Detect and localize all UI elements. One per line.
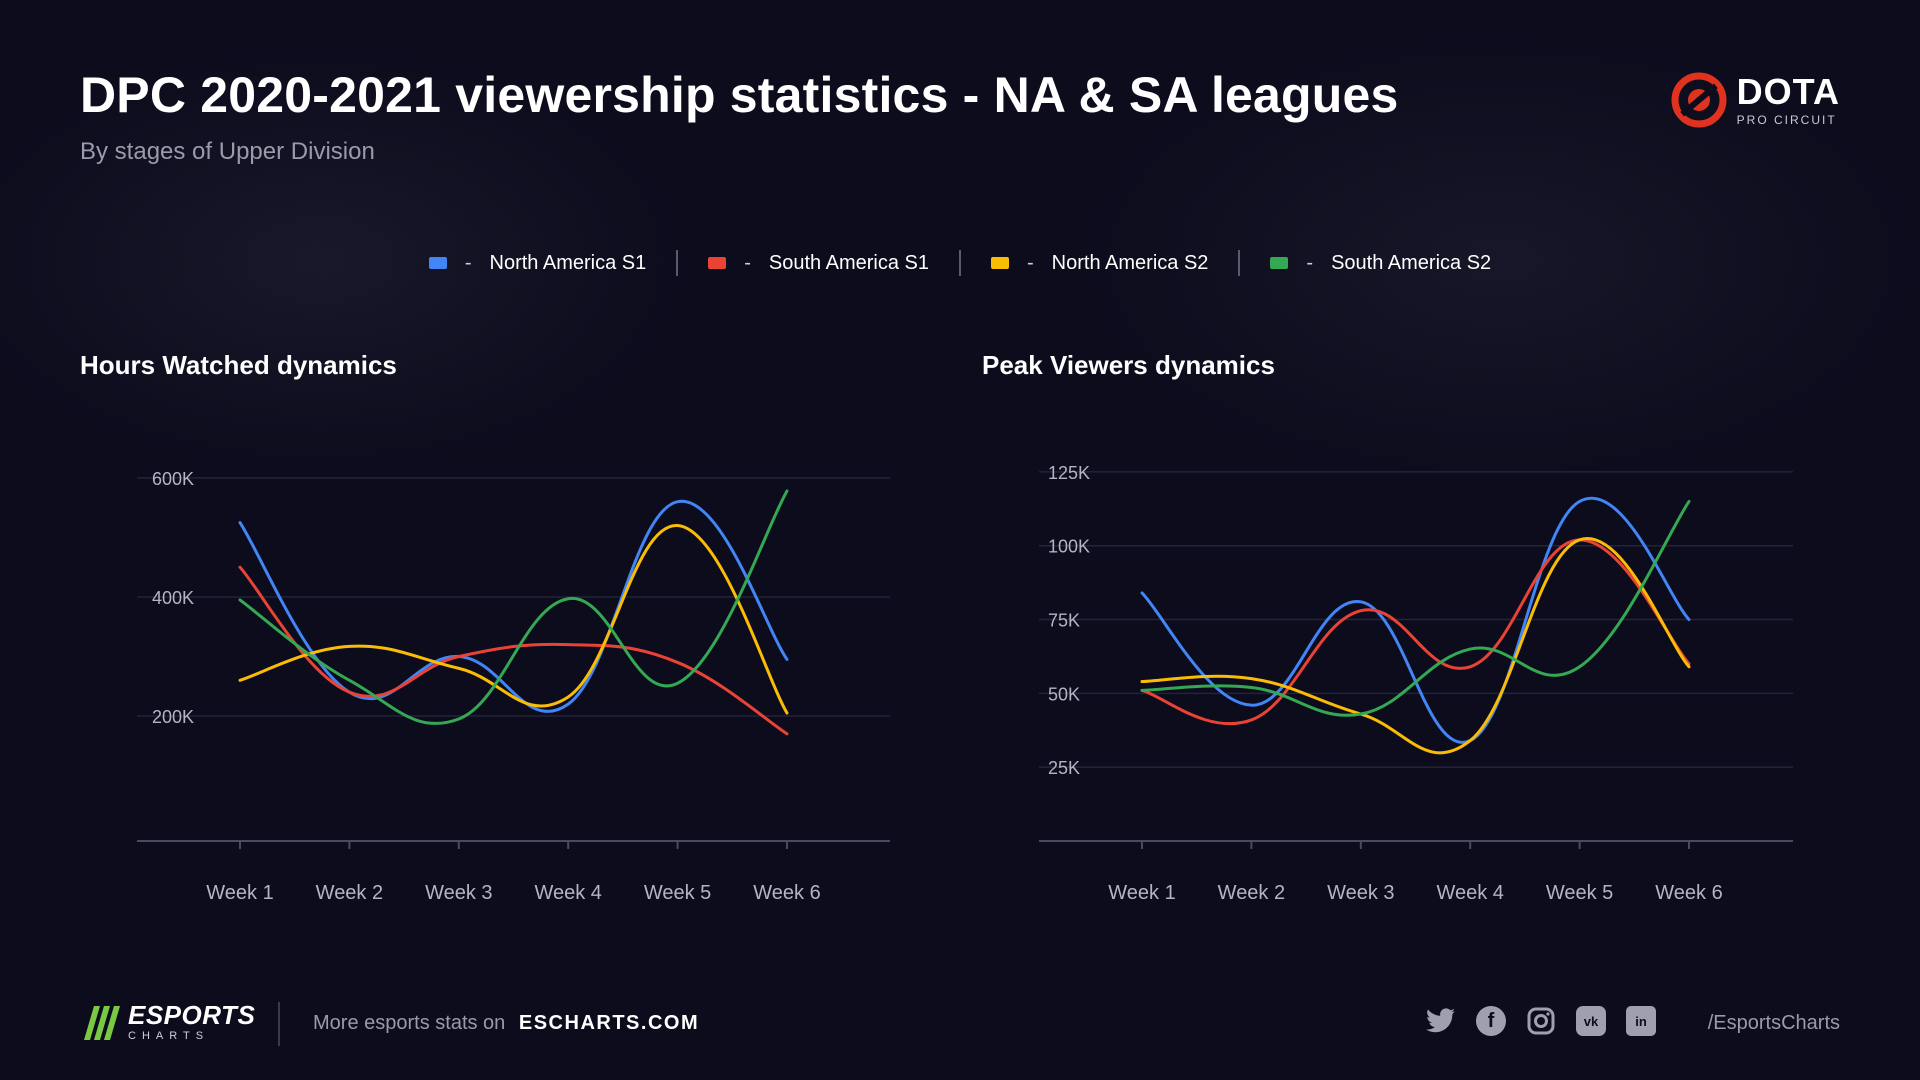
x-tick-label: Week 6 bbox=[1655, 882, 1722, 904]
x-tick-label: Week 1 bbox=[1108, 882, 1175, 904]
y-tick-label: 75K bbox=[1048, 611, 1080, 631]
footer-divider bbox=[278, 1002, 280, 1046]
esports-charts-logo-main: ESPORTS bbox=[128, 1000, 256, 1030]
x-tick-label: Week 5 bbox=[1546, 882, 1613, 904]
series-line-north-america-s1 bbox=[1140, 496, 1691, 744]
facebook-icon[interactable]: f bbox=[1476, 1006, 1506, 1036]
legend-label: North America S2 bbox=[1051, 251, 1209, 274]
y-tick-label: 400K bbox=[152, 588, 194, 608]
x-tick-label: Week 3 bbox=[425, 882, 492, 904]
legend-divider bbox=[676, 250, 679, 276]
page-subtitle: By stages of Upper Division bbox=[80, 138, 375, 165]
dota-pro-circuit-logo: DOTA PRO CIRCUIT bbox=[1671, 72, 1840, 128]
esports-charts-logo-sub: CHARTS bbox=[128, 1030, 210, 1042]
legend-label: South America S2 bbox=[1331, 251, 1492, 274]
more-stats-label: More esports stats on bbox=[313, 1012, 506, 1034]
series-line-south-america-s2 bbox=[238, 489, 789, 725]
series-line-south-america-s1 bbox=[1140, 538, 1691, 726]
legend-swatch bbox=[708, 257, 727, 269]
vk-icon[interactable]: vk bbox=[1576, 1006, 1606, 1036]
x-tick-label: Week 3 bbox=[1327, 882, 1394, 904]
series-line-south-america-s1 bbox=[238, 565, 789, 736]
x-tick-label: Week 2 bbox=[316, 882, 383, 904]
social-handle[interactable]: /EsportsCharts bbox=[1707, 1012, 1840, 1034]
series-line-south-america-s2 bbox=[1140, 499, 1691, 717]
y-tick-label: 100K bbox=[1048, 537, 1090, 557]
legend-item-na-s2: - North America S2 bbox=[961, 252, 1238, 275]
twitter-icon[interactable] bbox=[1426, 1006, 1456, 1036]
legend-item-sa-s2: - South America S2 bbox=[1240, 252, 1521, 275]
legend-label: South America S1 bbox=[768, 251, 929, 274]
more-stats-text: More esports stats on ESCHARTS.COM bbox=[313, 1012, 699, 1035]
legend: - North America S1 - South America S1 - … bbox=[0, 250, 1920, 276]
hours-watched-chart: 200K 400K 600K Week 1 Week 2 Week 3 Week 4 Week… bbox=[137, 469, 890, 904]
linkedin-icon[interactable]: in bbox=[1626, 1006, 1656, 1036]
series-line-north-america-s1 bbox=[238, 500, 789, 713]
x-tick-label: Week 4 bbox=[1436, 882, 1503, 904]
legend-swatch bbox=[1270, 257, 1289, 269]
peak-viewers-chart-title: Peak Viewers dynamics bbox=[982, 350, 1275, 380]
dota-logo-main: DOTA bbox=[1736, 71, 1840, 112]
series-line-north-america-s2 bbox=[238, 524, 789, 715]
footer: ESPORTS CHARTS More esports stats on ESC… bbox=[0, 1000, 1920, 1060]
legend-divider bbox=[1238, 250, 1241, 276]
x-tick-label: Week 1 bbox=[206, 882, 273, 904]
legend-swatch bbox=[428, 257, 447, 269]
y-tick-label: 200K bbox=[152, 707, 194, 727]
legend-item-sa-s1: - South America S1 bbox=[678, 252, 959, 275]
esports-charts-logo: ESPORTS CHARTS bbox=[80, 1000, 255, 1044]
instagram-icon[interactable] bbox=[1526, 1006, 1556, 1036]
legend-swatch bbox=[991, 257, 1009, 269]
y-tick-label: 600K bbox=[152, 469, 194, 489]
legend-dash: - bbox=[1306, 251, 1314, 274]
y-tick-label: 125K bbox=[1048, 463, 1090, 483]
legend-item-na-s1: - North America S1 bbox=[399, 252, 676, 275]
page-title: DPC 2020-2021 viewership statistics - NA… bbox=[80, 67, 1399, 123]
social-links: f vk in bbox=[1426, 1006, 1656, 1036]
series-line-north-america-s2 bbox=[1140, 537, 1691, 755]
legend-dash: - bbox=[744, 251, 751, 274]
x-tick-label: Week 2 bbox=[1218, 882, 1285, 904]
legend-dash: - bbox=[1027, 251, 1034, 274]
peak-viewers-chart: 25K 50K 75K 100K 125K Week 1 Week 2 Week 3 Week … bbox=[1039, 463, 1793, 904]
charts-canvas: 200K 400K 600K Week 1 Week 2 Week 3 Week 4 Week… bbox=[137, 463, 1793, 904]
site-link[interactable]: ESCHARTS.COM bbox=[518, 1012, 700, 1034]
hours-watched-chart-title: Hours Watched dynamics bbox=[80, 350, 397, 380]
legend-label: North America S1 bbox=[489, 251, 647, 274]
y-tick-label: 25K bbox=[1048, 758, 1080, 778]
x-tick-label: Week 6 bbox=[753, 882, 820, 904]
x-tick-label: Week 5 bbox=[644, 882, 711, 904]
dota-emblem-icon bbox=[1671, 72, 1727, 128]
dota-logo-sub: PRO CIRCUIT bbox=[1736, 113, 1837, 127]
y-tick-label: 50K bbox=[1048, 684, 1080, 704]
x-tick-label: Week 4 bbox=[534, 882, 601, 904]
legend-dash: - bbox=[464, 251, 472, 274]
esports-charts-emblem-icon bbox=[84, 1006, 120, 1040]
legend-divider bbox=[959, 250, 961, 276]
